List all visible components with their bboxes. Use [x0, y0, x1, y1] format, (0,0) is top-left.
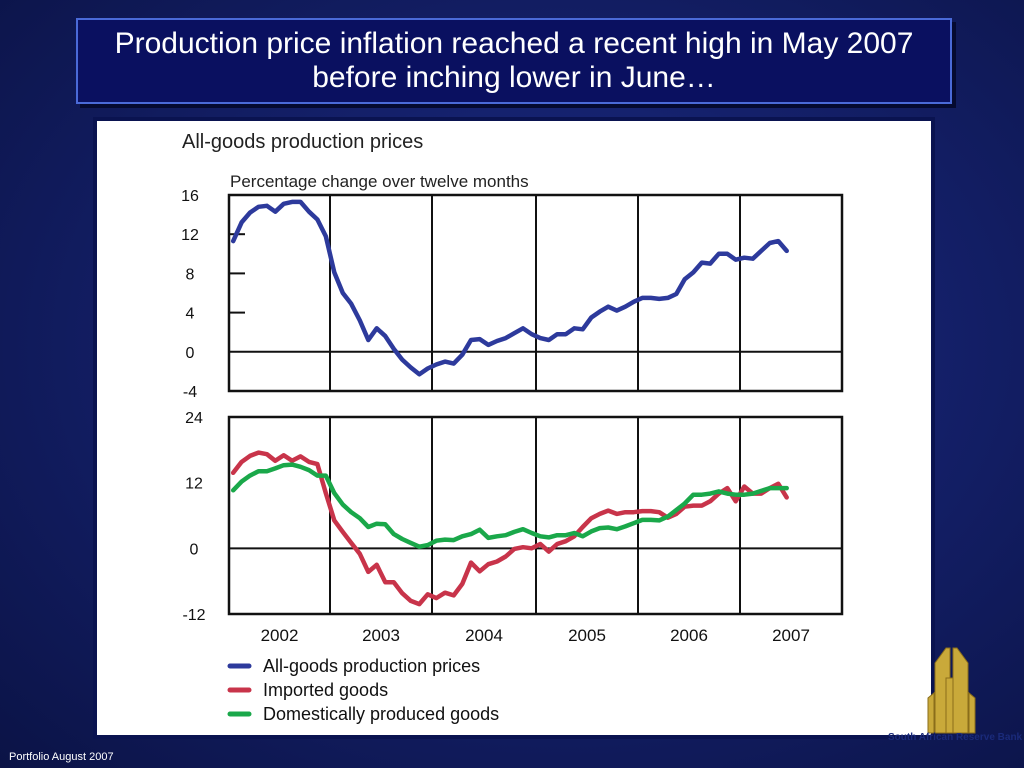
chart-subtitle: Percentage change over twelve months [230, 172, 529, 191]
legend-label: Domestically produced goods [263, 704, 499, 724]
y-tick-label: 4 [186, 306, 195, 323]
legend: All-goods production prices Imported good… [227, 656, 499, 724]
y-tick-label: -12 [182, 607, 205, 624]
series-line [230, 462, 789, 549]
x-tick-label: 2005 [568, 626, 606, 645]
x-tick-label: 2003 [362, 626, 400, 645]
y-tick-label: 16 [181, 188, 199, 205]
y-tick-label: 8 [186, 266, 195, 283]
chart-svg: All-goods production prices Percentage c… [181, 131, 844, 724]
slide-title-line-2: before inching lower in June… [312, 61, 716, 94]
y-tick-label: 0 [186, 345, 195, 362]
y-tick-label: 0 [190, 541, 199, 558]
series-line [230, 450, 789, 607]
footer-text: Portfolio August 2007 [9, 751, 114, 763]
x-tick-label: 2006 [670, 626, 708, 645]
bank-name: South African Reserve Bank [888, 732, 1023, 743]
legend-label: Imported goods [263, 680, 388, 700]
slide-title-box: Production price inflation reached a rec… [76, 18, 952, 104]
x-axis-labels: 2002 2003 2004 2005 2006 2007 [261, 626, 810, 645]
x-tick-label: 2002 [261, 626, 299, 645]
series-line [230, 199, 789, 377]
y-tick-label: 12 [181, 227, 199, 244]
bank-logo [927, 647, 976, 734]
x-tick-label: 2004 [465, 626, 503, 645]
top-panel: 16 12 8 4 0 -4 [181, 188, 844, 401]
y-tick-label: 12 [185, 476, 203, 493]
bottom-panel: 24 12 0 -12 [182, 410, 844, 624]
y-tick-label: -4 [183, 384, 197, 401]
legend-label: All-goods production prices [263, 656, 480, 676]
y-tick-label: 24 [185, 410, 203, 427]
chart-panel: All-goods production prices Percentage c… [97, 121, 931, 735]
x-tick-label: 2007 [772, 626, 810, 645]
slide-title-line-1: Production price inflation reached a rec… [114, 27, 914, 60]
chart-title: All-goods production prices [182, 131, 423, 153]
